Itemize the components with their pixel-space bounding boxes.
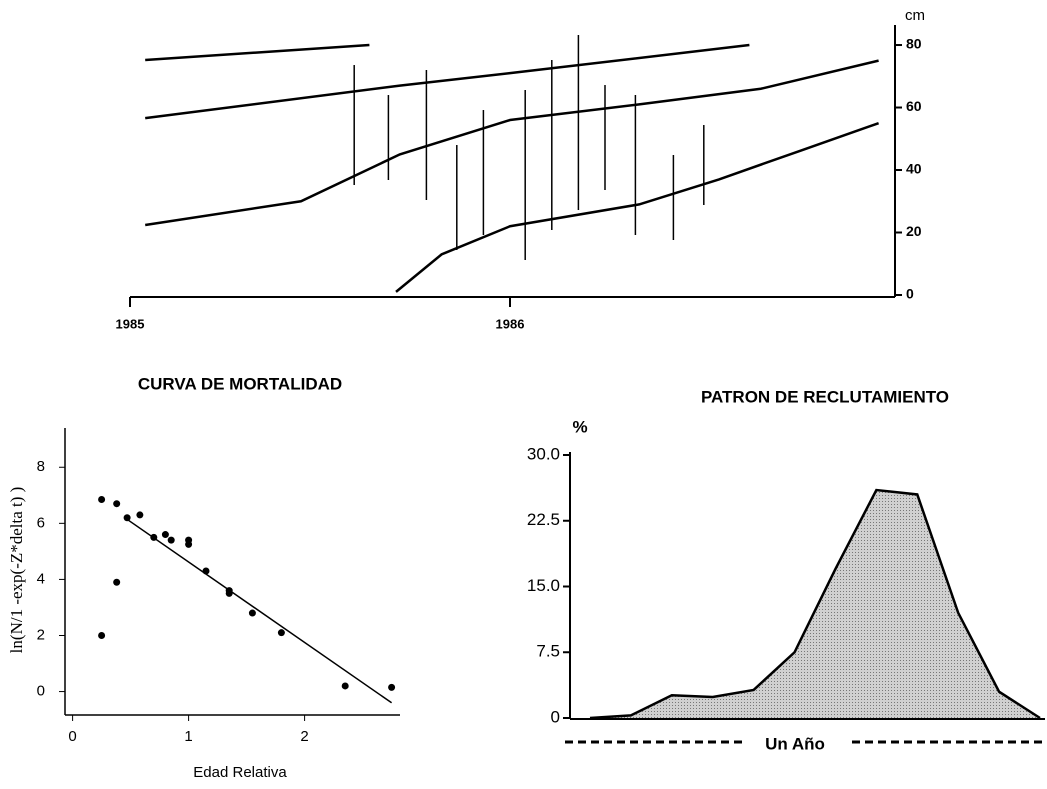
y-tick-label: 2 — [37, 626, 45, 643]
point — [185, 540, 193, 548]
y-tick-label: 40 — [906, 161, 922, 177]
point — [341, 682, 349, 690]
point — [277, 629, 285, 637]
annotation: Un Año — [765, 734, 825, 753]
point — [98, 496, 106, 503]
y-tick-label: 4 — [37, 570, 45, 587]
point — [388, 683, 396, 691]
x-tick-label: 0 — [68, 728, 76, 745]
y-tick-label: 20 — [906, 223, 922, 239]
y-tick-label: 22.5 — [527, 510, 560, 529]
y-tick-label: 0 — [551, 707, 560, 726]
point — [113, 500, 121, 508]
point — [161, 531, 169, 539]
y-tick-label: 7.5 — [536, 642, 560, 661]
growth-curve — [145, 59, 879, 227]
area-line — [589, 488, 1041, 720]
y-unit: % — [572, 417, 587, 436]
area — [590, 490, 1040, 718]
y-tick-label: 8 — [37, 458, 45, 475]
point — [136, 511, 144, 519]
x-tick-label: 1 — [184, 728, 192, 745]
y-tick-label: 80 — [906, 36, 922, 52]
x-tick-label: 2 — [300, 728, 308, 745]
y-tick-label: 30.0 — [527, 444, 560, 463]
growth-curve — [395, 121, 880, 293]
y-tick-label: 15.0 — [527, 576, 560, 595]
y-axis-label: ln(N/1 -exp(-Z*delta t) ) — [7, 487, 26, 654]
y-tick-label: 60 — [906, 98, 922, 114]
point — [167, 536, 175, 544]
point — [123, 514, 131, 522]
chart-title: CURVA DE MORTALIDAD — [138, 374, 342, 393]
y-unit: cm — [905, 7, 925, 24]
chart-title: PATRON DE RECLUTAMIENTO — [701, 387, 949, 406]
point — [98, 631, 106, 639]
y-tick-label: 6 — [37, 514, 45, 531]
x-tick-label: 1986 — [496, 316, 525, 331]
y-tick-label: 0 — [37, 683, 45, 700]
x-tick-label: 1985 — [116, 316, 145, 331]
x-axis-label: Edad Relativa — [193, 764, 287, 781]
y-tick-label: 0 — [906, 286, 914, 302]
growth-curve — [145, 43, 370, 62]
fit-line — [124, 517, 393, 704]
growth-curve — [145, 43, 750, 120]
point — [113, 578, 121, 586]
point — [248, 609, 256, 617]
